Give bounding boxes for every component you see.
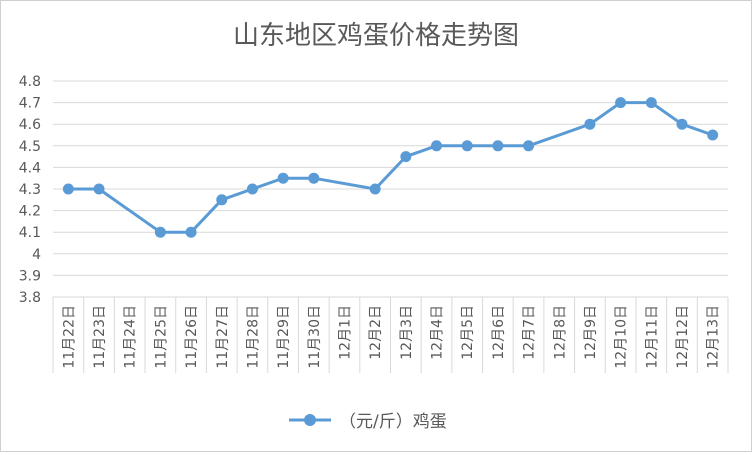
y-tick-label: 4.3 bbox=[19, 182, 41, 198]
y-tick-label: 4.2 bbox=[19, 204, 41, 220]
x-tick-label: 12月6日 bbox=[491, 305, 507, 360]
data-point bbox=[246, 183, 258, 195]
data-point bbox=[62, 183, 74, 195]
x-tick-label: 11月26日 bbox=[184, 305, 200, 369]
data-point bbox=[308, 172, 320, 184]
x-tick-label: 12月8日 bbox=[552, 305, 568, 360]
x-tick-label: 12月10日 bbox=[614, 305, 630, 369]
data-point bbox=[461, 140, 473, 152]
data-point bbox=[492, 140, 504, 152]
legend-label: （元/斤）鸡蛋 bbox=[339, 412, 447, 432]
data-point bbox=[216, 194, 228, 206]
data-point bbox=[154, 226, 166, 238]
x-axis-tick-labels: 11月22日 11月23日 11月24日 11月25日 11月26日 11月27日 11月2… bbox=[61, 305, 721, 369]
x-tick-label: 12月7日 bbox=[522, 305, 538, 360]
data-point bbox=[369, 183, 381, 195]
legend-marker-swatch bbox=[304, 414, 316, 426]
x-tick-label: 11月28日 bbox=[245, 305, 261, 369]
y-tick-label: 4.4 bbox=[19, 160, 41, 176]
data-point bbox=[93, 183, 105, 195]
x-tick-label: 12月2日 bbox=[368, 305, 384, 360]
x-tick-label: 11月23日 bbox=[92, 305, 108, 369]
x-tick-label: 12月9日 bbox=[583, 305, 599, 360]
chart-title: 山东地区鸡蛋价格走势图 bbox=[233, 21, 519, 51]
data-point bbox=[676, 118, 688, 130]
x-tick-label: 11月30日 bbox=[307, 305, 323, 369]
x-tick-label: 11月22日 bbox=[61, 305, 77, 369]
data-point bbox=[584, 118, 596, 130]
x-tick-label: 12月5日 bbox=[460, 305, 476, 360]
x-tick-label: 12月13日 bbox=[706, 305, 722, 369]
x-tick-label: 11月29日 bbox=[276, 305, 292, 369]
y-tick-label: 4.8 bbox=[19, 74, 41, 90]
series-line bbox=[62, 97, 719, 238]
data-point bbox=[431, 140, 443, 152]
data-point bbox=[615, 97, 627, 109]
data-point bbox=[523, 140, 535, 152]
x-tick-label: 11月24日 bbox=[123, 305, 139, 369]
y-tick-label: 3.8 bbox=[19, 290, 41, 306]
x-tick-label: 12月11日 bbox=[644, 305, 660, 369]
x-tick-label: 11月25日 bbox=[153, 305, 169, 369]
legend: （元/斤）鸡蛋 bbox=[289, 412, 447, 432]
gridlines bbox=[53, 80, 728, 276]
x-tick-label: 12月4日 bbox=[430, 305, 446, 360]
y-tick-label: 4.5 bbox=[19, 139, 41, 155]
y-tick-label: 3.9 bbox=[19, 268, 41, 284]
x-axis bbox=[52, 296, 729, 373]
data-point bbox=[707, 129, 719, 141]
y-tick-label: 4.7 bbox=[19, 96, 41, 112]
x-tick-label: 12月1日 bbox=[337, 305, 353, 360]
y-axis-tick-labels: 3.8 3.9 4 4.1 4.2 4.3 4.4 4.5 4.6 4.7 4.8 bbox=[19, 74, 41, 306]
data-point bbox=[277, 172, 289, 184]
y-tick-label: 4.6 bbox=[19, 117, 41, 133]
data-point bbox=[645, 97, 657, 109]
x-tick-label: 12月3日 bbox=[399, 305, 415, 360]
y-tick-label: 4.1 bbox=[19, 225, 41, 241]
data-point bbox=[400, 151, 412, 163]
x-tick-label: 12月12日 bbox=[675, 305, 691, 369]
x-tick-label: 11月27日 bbox=[215, 305, 231, 369]
y-tick-label: 4 bbox=[32, 247, 41, 263]
data-point bbox=[185, 226, 197, 238]
